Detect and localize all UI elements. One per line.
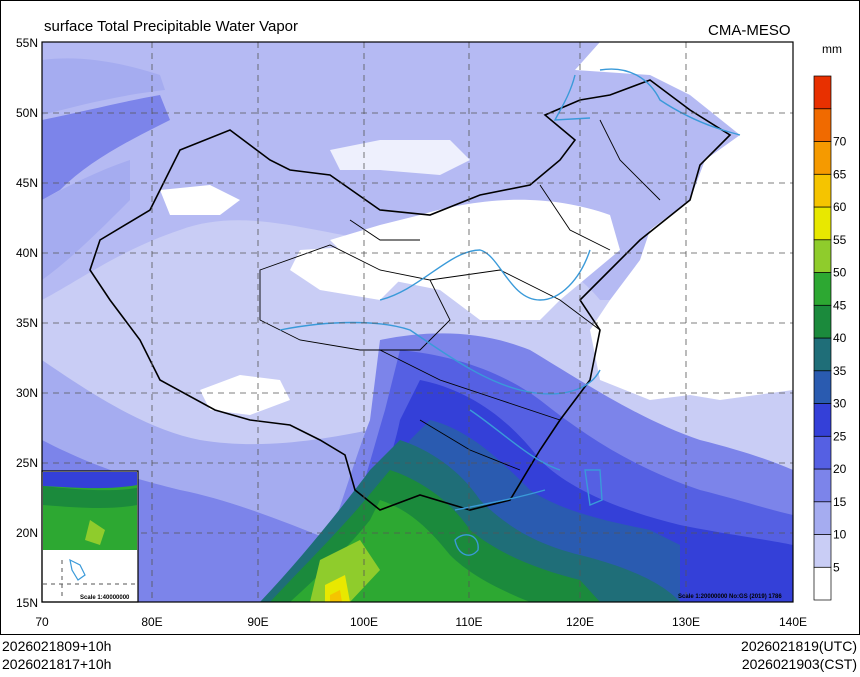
colorbar-box <box>813 173 832 208</box>
colorbar-box <box>813 272 832 306</box>
longitude-label: 70 <box>35 615 49 629</box>
longitude-label: 120E <box>566 615 594 629</box>
colorbar-box <box>813 75 832 110</box>
init-time-2: 2026021817+10h <box>2 656 112 672</box>
colorbar-box <box>813 403 832 437</box>
colorbar <box>813 75 832 601</box>
longitude-label: 130E <box>672 615 700 629</box>
latitude-label: 25N <box>16 456 38 470</box>
colorbar-label: 15 <box>833 495 847 509</box>
south-china-sea-inset <box>41 470 139 603</box>
colorbar-box <box>813 239 832 273</box>
colorbar-box <box>813 304 832 339</box>
colorbar-label: 30 <box>833 397 847 411</box>
latitude-label: 45N <box>16 176 38 190</box>
longitude-label: 100E <box>350 615 378 629</box>
longitude-label: 110E <box>455 615 482 629</box>
longitude-label: 80E <box>141 615 162 629</box>
valid-time-utc: 2026021819(UTC) <box>741 638 857 654</box>
map-scale: Scale 1:20000000 No:GS (2019) 1786 <box>678 594 782 600</box>
colorbar-box <box>813 501 832 535</box>
colorbar-box <box>813 108 832 142</box>
colorbar-box <box>813 534 832 568</box>
colorbar-label: 25 <box>833 429 847 443</box>
colorbar-labels: 5 10 15 20 25 30 35 40 45 50 55 60 65 70 <box>833 135 847 575</box>
colorbar-label: 65 <box>833 167 847 181</box>
latitude-label: 35N <box>16 316 38 330</box>
colorbar-label: 40 <box>833 331 847 345</box>
colorbar-box <box>813 468 832 503</box>
colorbar-label: 50 <box>833 266 847 280</box>
colorbar-box <box>813 566 832 601</box>
colorbar-label: 70 <box>833 135 847 149</box>
latitude-label: 30N <box>16 386 38 400</box>
colorbar-label: 60 <box>833 200 847 214</box>
colorbar-box <box>813 370 832 404</box>
colorbar-units: mm <box>822 42 842 56</box>
map-frame <box>41 41 794 603</box>
latitude-label: 20N <box>16 526 38 540</box>
colorbar-box <box>813 141 832 175</box>
colorbar-label: 20 <box>833 462 847 476</box>
latitude-label: 15N <box>16 596 38 610</box>
colorbar-label: 45 <box>833 298 847 312</box>
longitude-label: 140E <box>779 615 807 629</box>
rivers <box>279 68 741 556</box>
latitude-labels: 55N 50N 45N 40N 35N 30N 25N 20N 15N <box>16 36 38 610</box>
latitude-label: 55N <box>16 36 38 50</box>
valid-time-cst: 2026021903(CST) <box>741 656 857 672</box>
inset-scale: Scale 1:40000000 <box>80 595 130 601</box>
init-time-1: 2026021809+10h <box>2 638 112 654</box>
latitude-label: 50N <box>16 106 38 120</box>
longitude-labels: 70 80E 90E 100E 110E 120E 130E 140E <box>35 615 807 629</box>
latitude-label: 40N <box>16 246 38 260</box>
colorbar-label: 5 <box>833 560 840 574</box>
colorbar-box <box>813 435 832 470</box>
gridlines <box>42 42 793 602</box>
pwv-field <box>42 42 793 602</box>
map-title: surface Total Precipitable Water Vapor <box>44 18 299 35</box>
colorbar-label: 35 <box>833 364 847 378</box>
longitude-label: 90E <box>247 615 268 629</box>
colorbar-label: 55 <box>833 233 847 247</box>
source-label: CMA-MESO <box>708 22 791 39</box>
colorbar-box <box>813 337 832 372</box>
colorbar-box <box>813 206 832 241</box>
colorbar-label: 10 <box>833 528 847 542</box>
